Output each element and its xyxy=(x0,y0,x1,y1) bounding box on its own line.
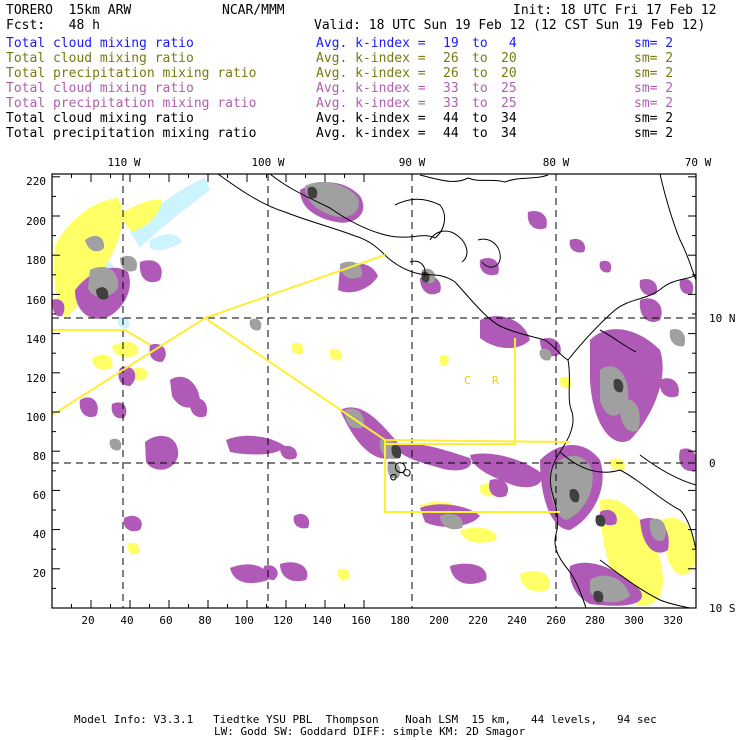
x-tick-label: 300 xyxy=(624,614,644,627)
legend-to: 25 xyxy=(501,96,517,111)
legend-to-word: to xyxy=(472,66,488,81)
legend-to-word: to xyxy=(472,81,488,96)
legend-field: Total precipitation mixing ratio xyxy=(6,66,257,81)
legend-field: Total precipitation mixing ratio xyxy=(6,126,257,141)
model-title: TORERO 15km ARW xyxy=(6,3,132,18)
legend-to-word: to xyxy=(472,36,488,51)
legend-from: 26 xyxy=(443,51,459,66)
forecast-hour: Fcst: 48 h xyxy=(6,18,100,33)
legend-to-word: to xyxy=(472,51,488,66)
y-tick-label: 200 xyxy=(26,215,46,228)
y-tick-label: 220 xyxy=(26,175,46,188)
domain-label-r: R xyxy=(492,374,499,387)
lat-lon-grid xyxy=(52,174,696,608)
x-tick-label: 320 xyxy=(663,614,683,627)
x-tick-label: 280 xyxy=(585,614,605,627)
lon-label: 100 W xyxy=(251,156,284,169)
legend-sm: sm= 2 xyxy=(634,66,674,81)
longitude-labels: 110 W 100 W 90 W 80 W 70 W xyxy=(107,156,711,169)
legend-from: 44 xyxy=(443,126,459,141)
x-tick-label: 140 xyxy=(312,614,332,627)
legend-to: 34 xyxy=(501,111,517,126)
y-tick-label: 160 xyxy=(26,294,46,307)
legend-sm: sm= 2 xyxy=(634,81,674,96)
map-frame xyxy=(51,173,697,609)
legend-avg: Avg. k-index = xyxy=(316,111,426,126)
legend-from: 44 xyxy=(443,111,459,126)
legend-to: 4 xyxy=(501,36,517,51)
x-index-labels: 20 40 60 80 100 120 140 160 180 200 220 … xyxy=(81,614,683,627)
y-tick-label: 60 xyxy=(33,489,46,502)
legend-to: 34 xyxy=(501,126,517,141)
domain-label-c: C xyxy=(464,374,471,387)
legend-avg: Avg. k-index = xyxy=(316,96,426,111)
legend-from: 26 xyxy=(443,66,459,81)
legend-field: Total precipitation mixing ratio xyxy=(6,96,257,111)
y-index-labels: 220 200 180 160 140 120 100 80 60 40 20 xyxy=(26,175,46,580)
coastlines xyxy=(217,174,696,608)
nested-domain-boundaries xyxy=(52,254,571,513)
y-tick-label: 120 xyxy=(26,372,46,385)
latitude-labels: 10 N 0 10 S xyxy=(709,312,736,615)
legend-to-word: to xyxy=(472,126,488,141)
legend-from: 33 xyxy=(443,81,459,96)
y-tick-label: 40 xyxy=(33,528,46,541)
lat-label: 10 N xyxy=(709,312,736,325)
lat-label: 0 xyxy=(709,457,716,470)
legend-avg: Avg. k-index = xyxy=(316,81,426,96)
yellow-cloud-field xyxy=(54,198,696,606)
legend-sm: sm= 2 xyxy=(634,126,674,141)
lon-label: 70 W xyxy=(685,156,712,169)
x-tick-label: 240 xyxy=(507,614,527,627)
legend-from: 33 xyxy=(443,96,459,111)
x-tick-label: 220 xyxy=(468,614,488,627)
x-tick-label: 120 xyxy=(273,614,293,627)
lon-label: 80 W xyxy=(543,156,570,169)
lon-label: 90 W xyxy=(399,156,426,169)
x-tick-label: 160 xyxy=(351,614,371,627)
y-tick-label: 140 xyxy=(26,333,46,346)
legend-sm: sm= 2 xyxy=(634,96,674,111)
y-tick-label: 100 xyxy=(26,411,46,424)
legend-from: 19 xyxy=(443,36,459,51)
physics-info: LW: Godd SW: Goddard DIFF: simple KM: 2D… xyxy=(214,725,526,738)
legend-avg: Avg. k-index = xyxy=(316,36,426,51)
x-tick-label: 20 xyxy=(81,614,94,627)
legend-sm: sm= 2 xyxy=(634,111,674,126)
legend-avg: Avg. k-index = xyxy=(316,126,426,141)
lat-label: 10 S xyxy=(709,602,736,615)
y-tick-label: 20 xyxy=(33,567,46,580)
legend-field: Total cloud mixing ratio xyxy=(6,81,194,96)
legend-avg: Avg. k-index = xyxy=(316,51,426,66)
legend-to-word: to xyxy=(472,111,488,126)
x-tick-label: 40 xyxy=(120,614,133,627)
x-tick-label: 200 xyxy=(429,614,449,627)
legend-to-word: to xyxy=(472,96,488,111)
x-tick-label: 60 xyxy=(159,614,172,627)
legend-field: Total cloud mixing ratio xyxy=(6,51,194,66)
x-tick-label: 100 xyxy=(234,614,254,627)
legend-sm: sm= 2 xyxy=(634,36,674,51)
x-tick-label: 260 xyxy=(546,614,566,627)
valid-time: Valid: 18 UTC Sun 19 Feb 12 (12 CST Sun … xyxy=(314,18,706,33)
model-info: Model Info: V3.3.1 Tiedtke YSU PBL Thomp… xyxy=(74,713,657,726)
y-tick-label: 180 xyxy=(26,254,46,267)
y-tick-label: 80 xyxy=(33,450,46,463)
dark-cloud-cores xyxy=(96,186,624,603)
legend-field: Total cloud mixing ratio xyxy=(6,111,194,126)
legend-avg: Avg. k-index = xyxy=(316,66,426,81)
init-time: Init: 18 UTC Fri 17 Feb 12 xyxy=(513,3,717,18)
lon-label: 110 W xyxy=(107,156,140,169)
legend-field: Total cloud mixing ratio xyxy=(6,36,194,51)
axis-ticks xyxy=(51,174,696,609)
organization-label: NCAR/MMM xyxy=(222,3,285,18)
legend-sm: sm= 2 xyxy=(634,51,674,66)
legend-to: 25 xyxy=(501,81,517,96)
legend-to: 20 xyxy=(501,66,517,81)
x-tick-label: 180 xyxy=(390,614,410,627)
legend-to: 20 xyxy=(501,51,517,66)
x-tick-label: 80 xyxy=(198,614,211,627)
